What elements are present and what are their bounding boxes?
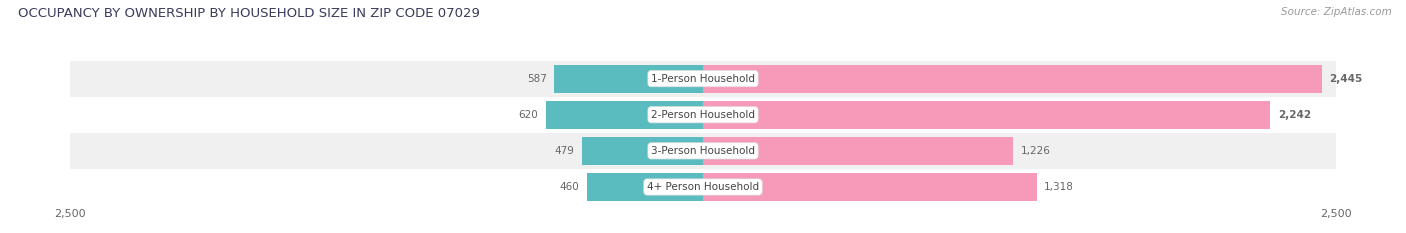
Bar bbox=[703, 65, 1322, 93]
Text: 2,445: 2,445 bbox=[1330, 74, 1362, 84]
Bar bbox=[70, 133, 1336, 169]
Bar bbox=[703, 101, 1271, 129]
Text: OCCUPANCY BY OWNERSHIP BY HOUSEHOLD SIZE IN ZIP CODE 07029: OCCUPANCY BY OWNERSHIP BY HOUSEHOLD SIZE… bbox=[18, 7, 481, 20]
Bar bbox=[554, 65, 703, 93]
Bar bbox=[586, 173, 703, 201]
Text: 1-Person Household: 1-Person Household bbox=[651, 74, 755, 84]
Bar bbox=[703, 137, 1014, 165]
Text: 620: 620 bbox=[519, 110, 538, 120]
Bar bbox=[582, 137, 703, 165]
Text: 587: 587 bbox=[527, 74, 547, 84]
Text: Source: ZipAtlas.com: Source: ZipAtlas.com bbox=[1281, 7, 1392, 17]
Text: 1,226: 1,226 bbox=[1021, 146, 1050, 156]
Text: 2,242: 2,242 bbox=[1278, 110, 1312, 120]
Bar bbox=[70, 61, 1336, 97]
Text: 1,318: 1,318 bbox=[1045, 182, 1074, 192]
Text: 2-Person Household: 2-Person Household bbox=[651, 110, 755, 120]
Text: 3-Person Household: 3-Person Household bbox=[651, 146, 755, 156]
Text: 479: 479 bbox=[554, 146, 574, 156]
Text: 460: 460 bbox=[560, 182, 579, 192]
Bar bbox=[703, 173, 1036, 201]
Text: 4+ Person Household: 4+ Person Household bbox=[647, 182, 759, 192]
Bar bbox=[546, 101, 703, 129]
